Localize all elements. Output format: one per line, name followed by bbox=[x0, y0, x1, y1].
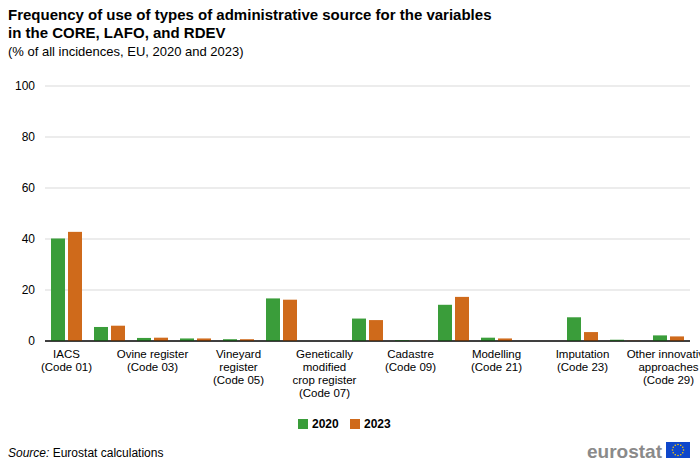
bar bbox=[68, 232, 82, 341]
bar bbox=[670, 336, 684, 341]
chart: Frequency of use of types of administrat… bbox=[0, 0, 700, 464]
grid-line bbox=[45, 188, 690, 189]
bar bbox=[584, 332, 598, 341]
subtitle: (% of all incidences, EU, 2020 and 2023) bbox=[8, 44, 244, 59]
y-tick-label: 80 bbox=[22, 130, 36, 144]
logo-star bbox=[677, 444, 679, 446]
title: Frequency of use of types of administrat… bbox=[8, 6, 491, 41]
legend-label: 2023 bbox=[364, 417, 391, 431]
y-tick-label: 20 bbox=[22, 283, 36, 297]
grid-line bbox=[45, 290, 690, 291]
x-tick-label: Cadastre(Code 09) bbox=[385, 348, 436, 373]
y-tick-label: 0 bbox=[28, 334, 35, 348]
logo-star bbox=[682, 446, 684, 448]
logo-star bbox=[674, 444, 676, 446]
grid-line bbox=[45, 341, 690, 342]
bar bbox=[438, 305, 452, 341]
x-tick-label: Imputation(Code 23) bbox=[556, 348, 610, 373]
x-tick-label: Vineyardregister(Code 05) bbox=[213, 348, 264, 386]
bar bbox=[653, 335, 667, 341]
bar bbox=[369, 320, 383, 341]
x-tick-label: IACS(Code 01) bbox=[41, 348, 92, 373]
source: Source: Eurostat calculations bbox=[8, 446, 163, 460]
x-tick-label: Other innovativeapproaches(Code 29) bbox=[627, 348, 700, 386]
bars bbox=[51, 232, 684, 341]
logo-star bbox=[672, 449, 674, 451]
logo-star bbox=[682, 452, 684, 454]
x-tick-label: Ovine register(Code 03) bbox=[117, 348, 189, 373]
bar bbox=[111, 326, 125, 341]
x-axis-line bbox=[45, 341, 690, 342]
bar bbox=[455, 297, 469, 341]
logo-flag bbox=[666, 442, 690, 458]
x-tick-label: Modelling(Code 21) bbox=[471, 348, 522, 373]
grid-line bbox=[45, 239, 690, 240]
legend-swatch bbox=[298, 419, 308, 429]
y-tick-label: 40 bbox=[22, 232, 36, 246]
logo-star bbox=[674, 454, 676, 456]
logo-star bbox=[680, 444, 682, 446]
logo-star bbox=[672, 446, 674, 448]
bar bbox=[51, 238, 65, 341]
bar bbox=[94, 327, 108, 341]
logo-star bbox=[683, 449, 685, 451]
logo: eurostat bbox=[587, 441, 663, 462]
grid-line bbox=[45, 137, 690, 138]
logo-star bbox=[680, 454, 682, 456]
y-tick-label: 100 bbox=[15, 79, 35, 93]
logo-star bbox=[677, 455, 679, 457]
bar bbox=[352, 319, 366, 341]
y-tick-label: 60 bbox=[22, 181, 36, 195]
bar bbox=[567, 317, 581, 341]
logo-star bbox=[672, 452, 674, 454]
x-tick-label: Geneticallymodifiedcrop register(Code 07… bbox=[293, 348, 357, 399]
legend-swatch bbox=[350, 419, 360, 429]
bar bbox=[283, 300, 297, 341]
legend-label: 2020 bbox=[312, 417, 339, 431]
grid-line bbox=[45, 86, 690, 87]
bar bbox=[266, 298, 280, 341]
